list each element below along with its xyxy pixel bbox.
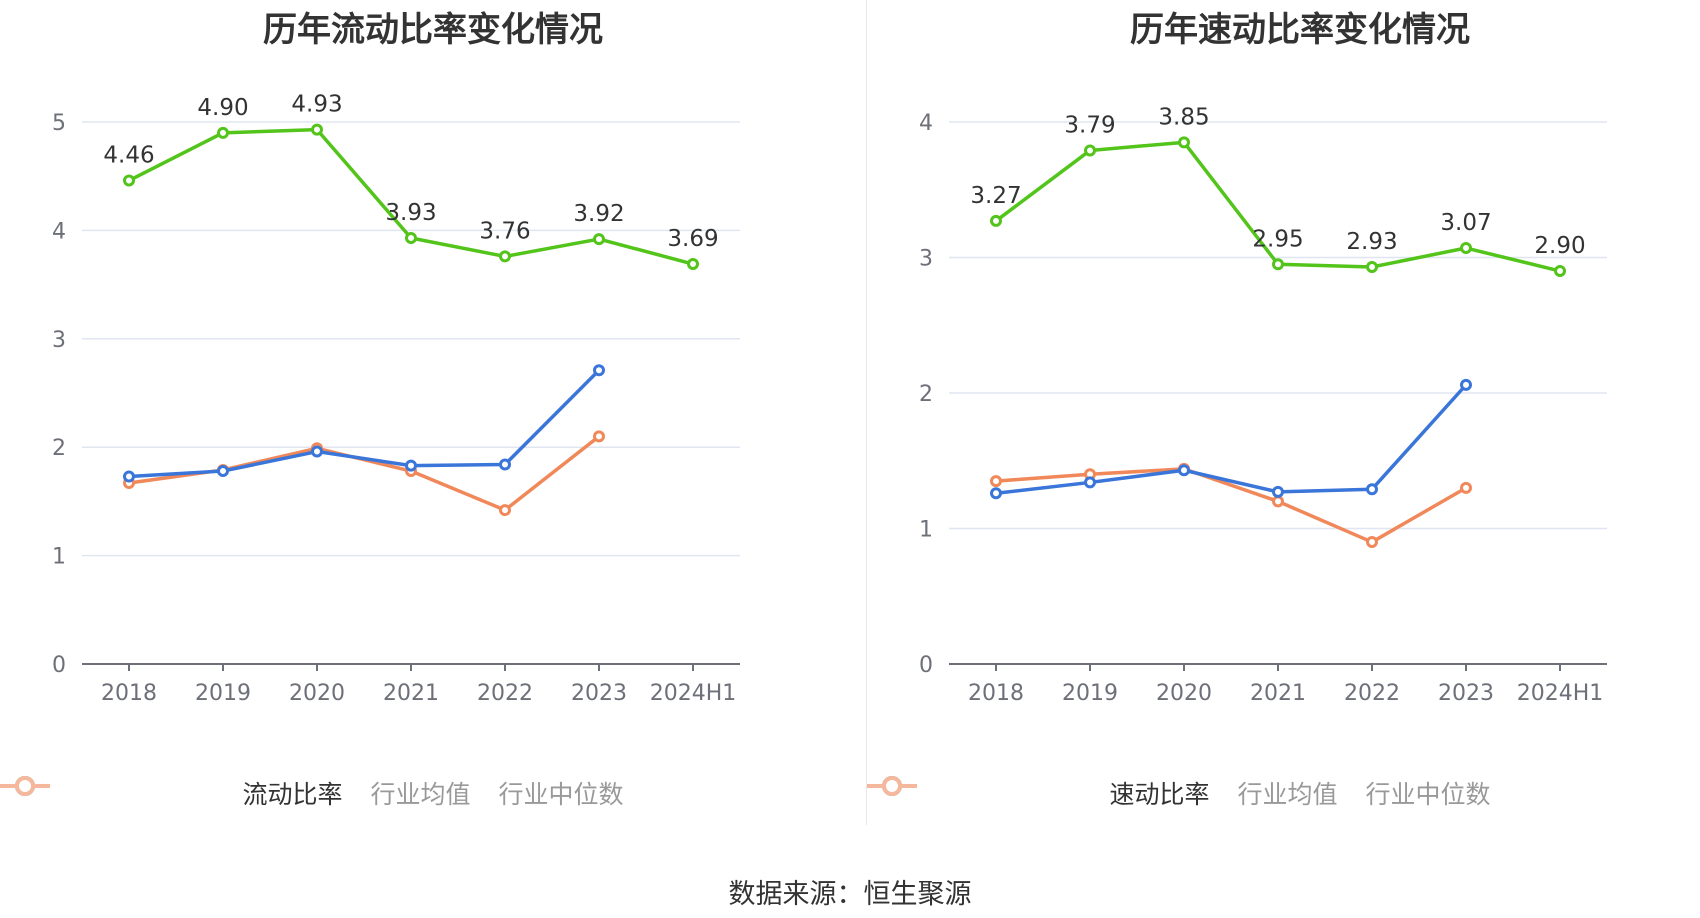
legend-label: 行业中位数 [1365, 780, 1491, 809]
chart-title: 历年速动比率变化情况 [1130, 10, 1470, 50]
legend-item-industry-mean[interactable]: 行业均值 [0, 775, 471, 811]
data-label: 4.93 [291, 92, 342, 118]
x-tick-label: 2023 [1438, 681, 1494, 706]
x-tick-label: 2024H1 [650, 681, 737, 706]
data-label: 2.93 [1346, 229, 1397, 255]
x-tick-label: 2019 [195, 681, 251, 706]
y-tick-label: 3 [919, 247, 933, 272]
main-series-point [405, 231, 417, 244]
main-series-point [1366, 260, 1378, 273]
main-series-point [1272, 258, 1284, 271]
legend-item-industry-median[interactable]: 行业中位数 [867, 775, 1491, 811]
main-series-point [311, 123, 323, 136]
median-series-point [1460, 481, 1472, 494]
main-series-point [687, 258, 699, 271]
median-series-point [1366, 536, 1378, 549]
main-series-point [990, 214, 1002, 227]
data-label: 3.79 [1064, 112, 1115, 138]
quick-ratio-chart: 0 1 2 3 4 2018 2019 2020 2021 2022 2023 2024H1 3.27 3… [919, 104, 1607, 706]
data-source: 数据来源：恒生聚源 [728, 879, 972, 910]
y-tick-label: 4 [919, 111, 933, 136]
y-tick-label: 0 [52, 653, 66, 678]
y-tick-label: 0 [919, 653, 933, 678]
mean-series-point [405, 459, 417, 472]
data-label: 3.85 [1158, 104, 1209, 130]
x-tick-label: 2021 [1250, 681, 1306, 706]
legend-label: 行业均值 [1237, 780, 1338, 809]
mean-series-point [1272, 485, 1284, 498]
y-tick-label: 2 [52, 436, 66, 461]
mean-series-point [593, 364, 605, 377]
legend: 流动比率 行业均值 行业中位数 [0, 775, 866, 811]
legend-item-industry-median[interactable]: 行业中位数 [0, 775, 624, 811]
legend: 速动比率 行业均值 行业中位数 [867, 775, 1700, 811]
x-tick-label: 2024H1 [1517, 681, 1604, 706]
median-series-point [1272, 495, 1284, 508]
main-series-point [1084, 144, 1096, 157]
main-series-point [1554, 265, 1566, 278]
x-tick-label: 2022 [1344, 681, 1400, 706]
y-tick-label: 5 [52, 111, 66, 136]
median-series-point [499, 504, 511, 517]
mean-series-point [217, 465, 229, 478]
data-label: 2.95 [1252, 226, 1303, 252]
x-tick-label: 2023 [571, 681, 627, 706]
mean-series-point [123, 470, 135, 483]
legend-label: 行业中位数 [498, 780, 624, 809]
main-series-point [499, 250, 511, 263]
main-series-point [593, 233, 605, 246]
y-tick-label: 1 [52, 545, 66, 570]
median-series-point [593, 430, 605, 443]
y-tick-label: 3 [52, 328, 66, 353]
legend-label: 速动比率 [1109, 780, 1210, 809]
legend-line-icon [0, 776, 50, 796]
data-label: 4.90 [197, 95, 248, 121]
mean-series-point [1366, 483, 1378, 496]
legend-item-industry-mean[interactable]: 行业均值 [867, 775, 1338, 811]
median-series-point [990, 475, 1002, 488]
mean-series-point [499, 458, 511, 471]
x-tick-label: 2018 [968, 681, 1024, 706]
mean-series-point [311, 445, 323, 458]
legend-item-quick-ratio[interactable]: 速动比率 [867, 775, 1210, 811]
legend-label: 行业均值 [370, 780, 471, 809]
main-series-point [1178, 136, 1190, 149]
legend-item-current-ratio[interactable]: 流动比率 [0, 775, 343, 811]
mean-series-point [1460, 378, 1472, 391]
mean-series-point [1084, 476, 1096, 489]
main-series-point [217, 126, 229, 139]
median-series-line [995, 467, 1467, 544]
legend-label: 流动比率 [242, 780, 343, 809]
x-tick-label: 2019 [1062, 681, 1118, 706]
y-tick-label: 1 [919, 518, 933, 543]
data-label: 3.92 [573, 201, 624, 227]
y-tick-label: 2 [919, 382, 933, 407]
chart-title: 历年流动比率变化情况 [263, 10, 603, 50]
current-ratio-chart-panel: 历年流动比率变化情况 0 1 2 3 4 5 2018 2019 2020 2021 2022 202… [0, 0, 866, 820]
mean-series-point [1178, 464, 1190, 477]
data-label: 3.07 [1440, 210, 1491, 236]
current-ratio-chart: 0 1 2 3 4 5 2018 2019 2020 2021 2022 2023 2024H1 4.46… [52, 92, 740, 706]
y-tick-label: 4 [52, 219, 66, 244]
main-series-point [123, 174, 135, 187]
mean-series-point [990, 487, 1002, 500]
x-tick-label: 2020 [289, 681, 345, 706]
data-label: 4.46 [103, 143, 154, 169]
panel-divider [866, 0, 867, 825]
quick-ratio-chart-panel: 历年速动比率变化情况 0 1 2 3 4 2018 2019 2020 2021 2022 2023… [867, 0, 1700, 820]
legend-line-icon [867, 776, 917, 796]
data-label: 3.27 [970, 183, 1021, 209]
data-label: 3.93 [385, 200, 436, 226]
data-label: 3.76 [479, 218, 530, 244]
mean-series-line [128, 369, 601, 479]
x-tick-label: 2022 [477, 681, 533, 706]
main-series-point [1460, 242, 1472, 255]
x-tick-label: 2020 [1156, 681, 1212, 706]
data-label: 3.69 [667, 226, 718, 252]
x-tick-label: 2021 [383, 681, 439, 706]
mean-series-line [995, 383, 1468, 496]
data-label: 2.90 [1534, 233, 1585, 259]
x-tick-label: 2018 [101, 681, 157, 706]
